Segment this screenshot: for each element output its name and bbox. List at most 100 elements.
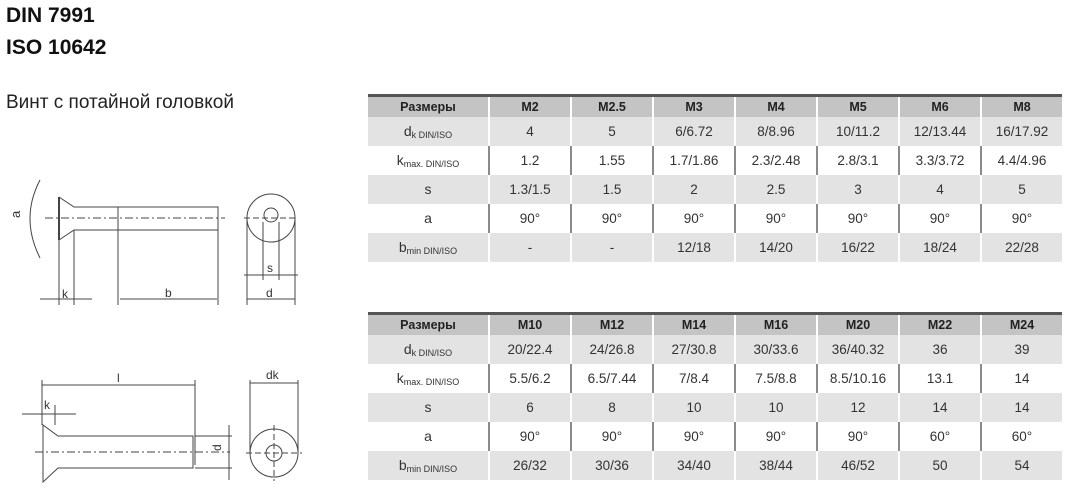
column-header: M10 bbox=[488, 312, 571, 335]
table-cell: 1.5 bbox=[570, 175, 653, 204]
table-row: bmin DIN/ISO - -12/18 14/20 16/22 18/24 22/28 bbox=[368, 233, 1062, 262]
table-cell: 39 bbox=[980, 335, 1062, 364]
row-label: dk DIN/ISO bbox=[368, 335, 489, 364]
table-cell: 20/22.4 bbox=[488, 335, 571, 364]
column-header: M2.5 bbox=[570, 94, 653, 117]
column-header: M24 bbox=[980, 312, 1062, 335]
standard-iso: ISO 10642 bbox=[6, 36, 107, 59]
table-cell: 10 bbox=[652, 393, 735, 422]
table-cell: 5 bbox=[570, 117, 653, 146]
table-cell: 7/8.4 bbox=[652, 364, 735, 393]
table-cell: 90° bbox=[488, 422, 571, 451]
table-cell: - bbox=[570, 233, 653, 262]
table-cell: 60° bbox=[980, 422, 1062, 451]
screw-drawing-top: a k b s d bbox=[8, 179, 298, 305]
table-cell: 12/18 bbox=[652, 233, 735, 262]
table-row: s 6 8 10 10 12 14 14 bbox=[368, 393, 1062, 422]
table-cell: 14 bbox=[980, 393, 1062, 422]
table-cell: 3.3/3.72 bbox=[898, 146, 981, 175]
column-header: M6 bbox=[898, 94, 981, 117]
row-label: a bbox=[424, 210, 432, 226]
row-label: dk DIN/ISO bbox=[368, 117, 489, 146]
table-cell: 10/11.2 bbox=[816, 117, 899, 146]
header-row: Размеры M2 M2.5 M3 M4 M5 M6 M8 bbox=[368, 94, 1062, 117]
table-cell: 8 bbox=[570, 393, 653, 422]
table-cell: 2.3/2.48 bbox=[734, 146, 817, 175]
table-cell: 13.1 bbox=[898, 364, 981, 393]
table-cell: 8/8.96 bbox=[734, 117, 817, 146]
label-dk: dk bbox=[266, 368, 280, 382]
table-cell: 1.55 bbox=[570, 146, 653, 175]
table-cell: 90° bbox=[734, 422, 817, 451]
table-cell: 90° bbox=[570, 422, 653, 451]
table-cell: - bbox=[488, 233, 571, 262]
label-d: d bbox=[210, 444, 224, 451]
table-cell: 22/28 bbox=[980, 233, 1062, 262]
table-cell: 54 bbox=[980, 451, 1062, 480]
column-header: M5 bbox=[816, 94, 899, 117]
table-cell: 90° bbox=[488, 204, 571, 233]
column-header: M8 bbox=[980, 94, 1062, 117]
table-cell: 2.5 bbox=[734, 175, 817, 204]
table-cell: 90° bbox=[980, 204, 1062, 233]
table-cell: 90° bbox=[570, 204, 653, 233]
product-name: Винт с потайной головкой bbox=[6, 92, 234, 113]
label-k: k bbox=[62, 287, 69, 301]
table-cell: 5 bbox=[980, 175, 1062, 204]
table-cell: 90° bbox=[816, 204, 899, 233]
table-cell: 2 bbox=[652, 175, 735, 204]
table-cell: 30/33.6 bbox=[734, 335, 817, 364]
row-label: bmin DIN/ISO bbox=[368, 451, 489, 480]
table-cell: 4 bbox=[488, 117, 571, 146]
table-cell: 38/44 bbox=[734, 451, 817, 480]
row-label: bmin DIN/ISO bbox=[368, 233, 489, 262]
table-cell: 36 bbox=[898, 335, 981, 364]
column-header: Размеры bbox=[368, 312, 489, 335]
column-header: M20 bbox=[816, 312, 899, 335]
standard-din: DIN 7991 bbox=[6, 4, 95, 27]
table-cell: 26/32 bbox=[488, 451, 571, 480]
table-cell: 14 bbox=[980, 364, 1062, 393]
table-cell: 12 bbox=[816, 393, 899, 422]
table-cell: 8.5/10.16 bbox=[816, 364, 899, 393]
table-cell: 24/26.8 bbox=[570, 335, 653, 364]
table-cell: 6 bbox=[488, 393, 571, 422]
screw-drawing-bottom: l k d dk bbox=[22, 368, 302, 484]
table-cell: 1.3/1.5 bbox=[488, 175, 571, 204]
label-b: b bbox=[165, 286, 172, 300]
row-label: kmax. DIN/ISO bbox=[396, 152, 460, 169]
table-cell: 1.2 bbox=[488, 146, 571, 175]
table-cell: 14 bbox=[898, 393, 981, 422]
table-cell: 4.4/4.96 bbox=[980, 146, 1062, 175]
table-cell: 1.7/1.86 bbox=[652, 146, 735, 175]
column-header: M16 bbox=[734, 312, 817, 335]
column-header: Размеры bbox=[368, 94, 489, 117]
label-a: a bbox=[8, 210, 23, 218]
table-cell: 2.8/3.1 bbox=[816, 146, 899, 175]
dimensions-table-large: Размеры M10 M12 M14 M16 M20 M22 M24 dk DIN/ISO 20… bbox=[368, 312, 1062, 480]
table-cell: 90° bbox=[652, 422, 735, 451]
dimensions-table-small: Размеры M2 M2.5 M3 M4 M5 M6 M8 dk DIN/ISO 4 5 6/6.7… bbox=[368, 94, 1062, 262]
table-row: dk DIN/ISO 20/22.4 24/26.8 27/30.8 30/33.6 36… bbox=[368, 335, 1062, 364]
row-label: s bbox=[368, 175, 489, 204]
table-cell: 36/40.32 bbox=[816, 335, 899, 364]
row-label: s bbox=[368, 393, 489, 422]
column-header: M14 bbox=[652, 312, 735, 335]
table-cell: 12/13.44 bbox=[898, 117, 981, 146]
table-cell: 4 bbox=[898, 175, 981, 204]
table-cell: 16/22 bbox=[816, 233, 899, 262]
table-cell: 34/40 bbox=[652, 451, 735, 480]
table-cell: 6.5/7.44 bbox=[570, 364, 653, 393]
column-header: M4 bbox=[734, 94, 817, 117]
table-row: a 90° 90° 90° 90° 90° 90° 90° bbox=[368, 204, 1062, 233]
table-cell: 16/17.92 bbox=[980, 117, 1062, 146]
table-row: bmin DIN/ISO 26/32 30/36 34/40 38/44 46/52 50 5… bbox=[368, 451, 1062, 480]
table-cell: 60° bbox=[898, 422, 981, 451]
row-label: kmax. DIN/ISO bbox=[396, 370, 460, 387]
table-cell: 6/6.72 bbox=[652, 117, 735, 146]
header-row: Размеры M10 M12 M14 M16 M20 M22 M24 bbox=[368, 312, 1062, 335]
table-cell: 90° bbox=[816, 422, 899, 451]
column-header: M22 bbox=[898, 312, 981, 335]
label-s: s bbox=[267, 261, 273, 275]
table-cell: 46/52 bbox=[816, 451, 899, 480]
